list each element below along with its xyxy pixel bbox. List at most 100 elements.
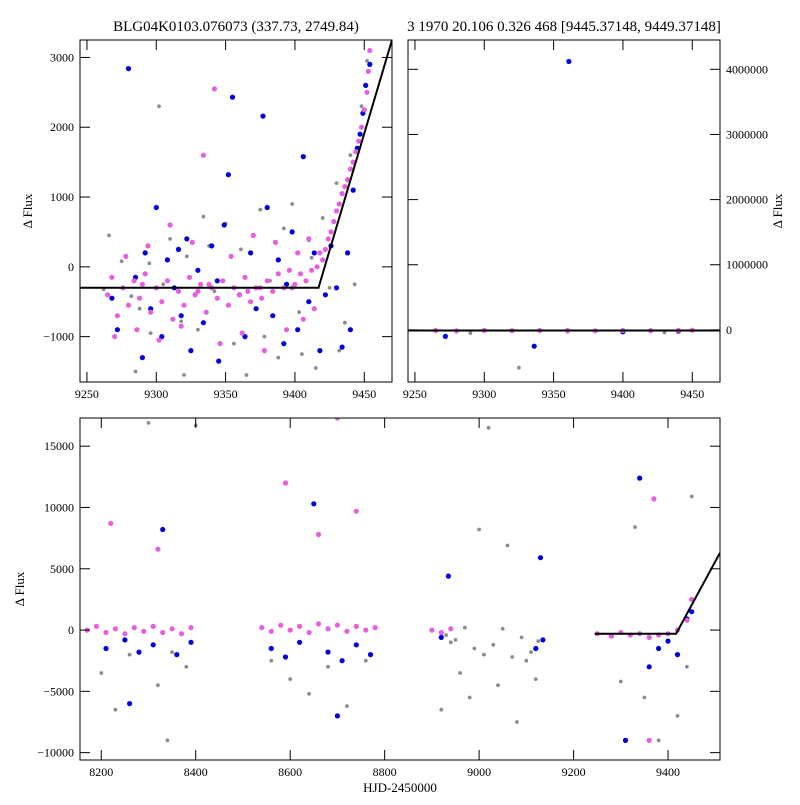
- data-point: [259, 295, 265, 301]
- x-tick-label: 9350: [214, 387, 238, 401]
- data-point: [206, 281, 212, 287]
- plot-area: [84, 418, 720, 744]
- data-point: [529, 650, 533, 654]
- data-point: [344, 628, 350, 634]
- data-point: [160, 629, 166, 636]
- data-point: [337, 348, 342, 353]
- data-point: [108, 520, 114, 527]
- data-point: [109, 295, 115, 301]
- data-point: [239, 247, 243, 252]
- data-point: [200, 320, 206, 326]
- data-point: [356, 138, 362, 144]
- data-point: [481, 652, 486, 657]
- y-tick-label: −5000: [43, 684, 74, 698]
- data-point: [93, 623, 100, 630]
- data-point: [334, 622, 340, 628]
- data-point: [148, 331, 153, 335]
- data-point: [317, 250, 323, 256]
- x-tick-label: 9350: [542, 387, 566, 401]
- data-point: [262, 334, 267, 339]
- panel-title: 3 1970 20.106 0.326 468 [9445.37148, 944…: [407, 19, 721, 35]
- data-point: [196, 327, 200, 332]
- x-tick-label: 9250: [75, 387, 99, 401]
- y-tick-label: 0: [726, 323, 732, 337]
- data-point: [214, 295, 220, 301]
- data-point: [540, 637, 546, 643]
- y-tick-label: 2000: [50, 120, 74, 134]
- data-point: [175, 246, 182, 252]
- data-point: [167, 222, 173, 228]
- data-point: [139, 355, 145, 361]
- data-point: [339, 191, 345, 197]
- data-point: [209, 243, 215, 249]
- data-point: [112, 334, 118, 340]
- data-point: [531, 343, 537, 349]
- y-tick-label: 3000: [50, 50, 74, 64]
- data-point: [467, 695, 472, 700]
- data-point: [328, 229, 334, 235]
- data-point: [336, 201, 342, 207]
- data-point: [325, 626, 331, 632]
- x-tick-label: 9400: [611, 387, 635, 401]
- x-tick-label: 9300: [144, 387, 168, 401]
- data-point: [188, 348, 194, 354]
- data-point: [322, 246, 328, 252]
- data-point: [137, 306, 142, 311]
- data-point: [248, 299, 254, 305]
- data-point: [178, 313, 184, 319]
- panel-top-right: 9250 9300 9350 9400 9450 0 1000000 2000000 30000…: [403, 19, 785, 401]
- data-point: [505, 543, 510, 548]
- data-point: [182, 373, 186, 377]
- y-axis-label: Δ Flux: [770, 193, 785, 228]
- data-point: [357, 131, 363, 137]
- data-point: [674, 652, 681, 658]
- model-line: [594, 552, 720, 635]
- data-point: [165, 738, 170, 743]
- data-point: [345, 250, 351, 256]
- data-point: [315, 621, 322, 627]
- data-point: [347, 327, 353, 333]
- data-point: [537, 555, 544, 561]
- data-point: [334, 181, 339, 186]
- data-point: [129, 294, 134, 299]
- y-tick-label: 10000: [44, 500, 74, 514]
- data-point: [211, 86, 218, 92]
- data-point: [353, 508, 359, 514]
- data-point: [159, 334, 165, 340]
- data-point: [651, 496, 657, 502]
- data-point: [282, 654, 289, 660]
- data-point: [150, 623, 156, 630]
- y-tick-label: 0: [68, 260, 74, 274]
- data-point: [139, 281, 145, 287]
- data-point: [297, 623, 303, 630]
- data-point: [637, 475, 643, 481]
- data-point: [216, 358, 222, 364]
- data-point: [325, 649, 331, 655]
- data-point: [103, 629, 109, 636]
- data-point: [322, 292, 328, 298]
- data-point: [278, 622, 284, 628]
- data-point: [468, 331, 473, 335]
- data-point: [646, 634, 652, 641]
- data-point: [618, 679, 623, 684]
- data-point: [146, 421, 151, 425]
- data-point: [131, 278, 137, 284]
- data-point: [325, 236, 331, 242]
- x-tick-label: 8800: [373, 765, 397, 779]
- data-point: [350, 187, 356, 193]
- data-point: [114, 327, 120, 333]
- data-point: [359, 104, 364, 109]
- data-point: [150, 642, 156, 648]
- x-tick-label: 9300: [472, 387, 496, 401]
- data-point: [300, 352, 304, 356]
- data-point: [156, 683, 160, 688]
- data-point: [307, 691, 311, 696]
- axes-frame: [79, 39, 393, 383]
- data-point: [309, 267, 315, 273]
- data-point: [309, 255, 314, 260]
- data-point: [685, 664, 689, 669]
- data-point: [361, 107, 367, 113]
- data-point: [445, 573, 451, 579]
- data-point: [131, 625, 137, 631]
- data-point: [232, 341, 236, 346]
